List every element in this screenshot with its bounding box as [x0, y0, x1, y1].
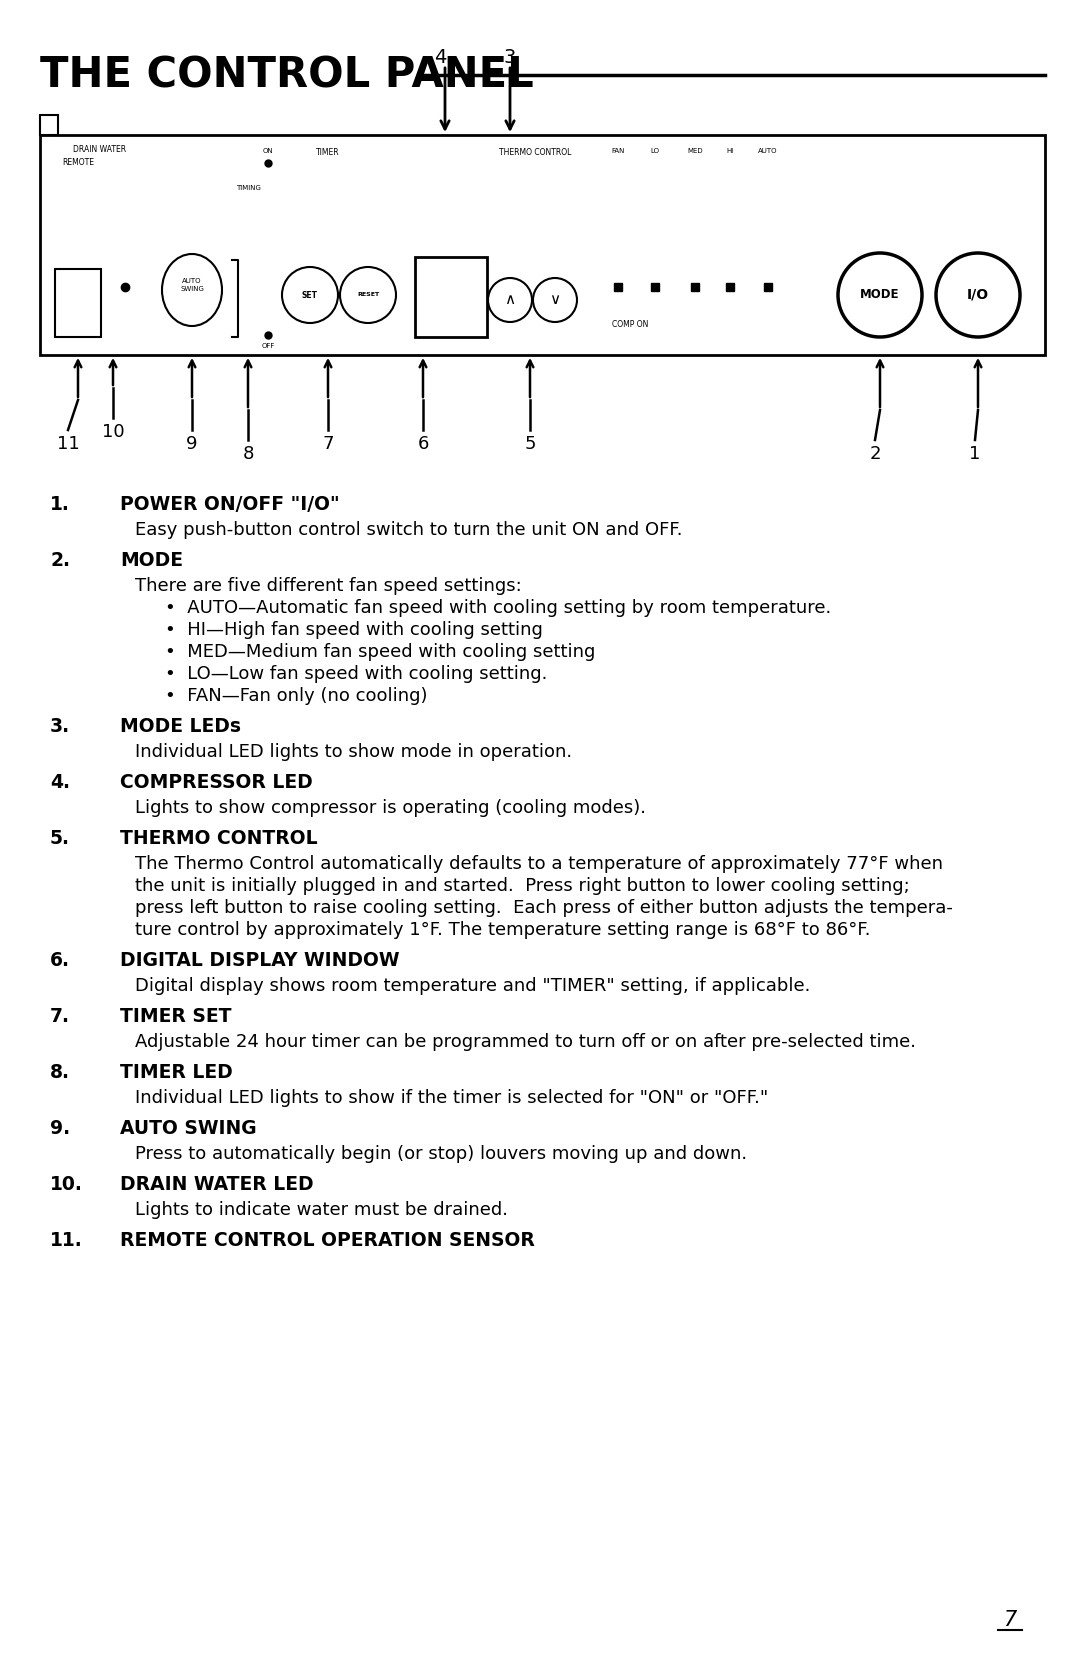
- Text: Easy push-button control switch to turn the unit ON and OFF.: Easy push-button control switch to turn …: [135, 521, 683, 539]
- Text: REMOTE: REMOTE: [62, 159, 94, 167]
- Text: DRAIN WATER: DRAIN WATER: [73, 145, 126, 154]
- Text: MODE: MODE: [120, 551, 183, 571]
- Text: press left button to raise cooling setting.  Each press of either button adjusts: press left button to raise cooling setti…: [135, 900, 953, 916]
- Text: AUTO SWING: AUTO SWING: [120, 1118, 257, 1138]
- Text: RESET: RESET: [356, 292, 379, 297]
- Text: MED: MED: [687, 149, 703, 154]
- Text: SET: SET: [302, 290, 318, 299]
- Text: 6.: 6.: [50, 951, 70, 970]
- Text: 5: 5: [524, 436, 536, 452]
- Circle shape: [936, 254, 1020, 337]
- Text: •  LO—Low fan speed with cooling setting.: • LO—Low fan speed with cooling setting.: [165, 664, 548, 683]
- Text: DRAIN WATER LED: DRAIN WATER LED: [120, 1175, 313, 1193]
- Text: 7: 7: [322, 436, 334, 452]
- Text: 6: 6: [417, 436, 429, 452]
- Bar: [40, 135, 1045, 355]
- Text: THE CONTROL PANEL: THE CONTROL PANEL: [40, 55, 534, 97]
- Text: FAN: FAN: [611, 149, 624, 154]
- Text: Adjustable 24 hour timer can be programmed to turn off or on after pre-selected : Adjustable 24 hour timer can be programm…: [135, 1033, 916, 1051]
- Text: I/O: I/O: [967, 289, 989, 302]
- Text: DIGITAL DISPLAY WINDOW: DIGITAL DISPLAY WINDOW: [120, 951, 400, 970]
- Text: Press to automatically begin (or stop) louvers moving up and down.: Press to automatically begin (or stop) l…: [135, 1145, 747, 1163]
- Text: 9: 9: [186, 436, 198, 452]
- Text: •  HI—High fan speed with cooling setting: • HI—High fan speed with cooling setting: [165, 621, 543, 639]
- Bar: [415, 257, 487, 337]
- Text: ON: ON: [262, 149, 273, 154]
- Text: MODE LEDs: MODE LEDs: [120, 718, 241, 736]
- Text: Lights to indicate water must be drained.: Lights to indicate water must be drained…: [135, 1202, 508, 1218]
- Text: 7.: 7.: [50, 1006, 70, 1026]
- Circle shape: [340, 267, 396, 324]
- Text: 10: 10: [102, 422, 124, 441]
- Text: Lights to show compressor is operating (cooling modes).: Lights to show compressor is operating (…: [135, 799, 646, 818]
- Text: HI: HI: [727, 149, 733, 154]
- Bar: [40, 115, 58, 135]
- Text: 4: 4: [434, 48, 446, 67]
- Circle shape: [282, 267, 338, 324]
- Text: ∧: ∧: [504, 292, 515, 307]
- Text: REMOTE CONTROL OPERATION SENSOR: REMOTE CONTROL OPERATION SENSOR: [120, 1232, 535, 1250]
- Bar: [55, 269, 102, 337]
- Text: 3.: 3.: [50, 718, 70, 736]
- Text: 7: 7: [1003, 1611, 1016, 1631]
- Text: Individual LED lights to show mode in operation.: Individual LED lights to show mode in op…: [135, 743, 572, 761]
- Text: 11: 11: [56, 436, 79, 452]
- Circle shape: [534, 279, 577, 322]
- Text: THERMO CONTROL: THERMO CONTROL: [499, 149, 571, 157]
- Text: POWER ON/OFF "I/O": POWER ON/OFF "I/O": [120, 496, 339, 514]
- Text: Individual LED lights to show if the timer is selected for "ON" or "OFF.": Individual LED lights to show if the tim…: [135, 1088, 768, 1107]
- Text: 8.: 8.: [50, 1063, 70, 1082]
- Text: THERMO CONTROL: THERMO CONTROL: [120, 829, 318, 848]
- Text: •  AUTO—Automatic fan speed with cooling setting by room temperature.: • AUTO—Automatic fan speed with cooling …: [165, 599, 832, 618]
- Text: ture control by approximately 1°F. The temperature setting range is 68°F to 86°F: ture control by approximately 1°F. The t…: [135, 921, 870, 940]
- Text: 1.: 1.: [50, 496, 70, 514]
- Text: 9.: 9.: [50, 1118, 70, 1138]
- Text: AUTO: AUTO: [758, 149, 778, 154]
- Ellipse shape: [162, 254, 222, 325]
- Circle shape: [838, 254, 922, 337]
- Text: •  MED—Medium fan speed with cooling setting: • MED—Medium fan speed with cooling sett…: [165, 643, 595, 661]
- Circle shape: [488, 279, 532, 322]
- Text: MODE: MODE: [861, 289, 900, 302]
- Text: 5.: 5.: [50, 829, 70, 848]
- Text: •  FAN—Fan only (no cooling): • FAN—Fan only (no cooling): [165, 688, 428, 704]
- Text: TIMER LED: TIMER LED: [120, 1063, 233, 1082]
- Text: 3: 3: [503, 48, 516, 67]
- Text: TIMING: TIMING: [235, 185, 260, 190]
- Text: OFF: OFF: [261, 344, 274, 349]
- Text: 2.: 2.: [50, 551, 70, 571]
- Text: TIMER: TIMER: [316, 149, 340, 157]
- Text: AUTO
SWING: AUTO SWING: [180, 279, 204, 292]
- Text: COMP ON: COMP ON: [611, 320, 648, 329]
- Text: 11.: 11.: [50, 1232, 83, 1250]
- Text: COMPRESSOR LED: COMPRESSOR LED: [120, 773, 313, 793]
- Text: 4.: 4.: [50, 773, 70, 793]
- Text: 2: 2: [869, 446, 881, 462]
- Text: TIMER SET: TIMER SET: [120, 1006, 231, 1026]
- Text: the unit is initially plugged in and started.  Press right button to lower cooli: the unit is initially plugged in and sta…: [135, 876, 909, 895]
- Text: Digital display shows room temperature and "TIMER" setting, if applicable.: Digital display shows room temperature a…: [135, 976, 810, 995]
- Text: ∨: ∨: [550, 292, 561, 307]
- Text: The Thermo Control automatically defaults to a temperature of approximately 77°F: The Thermo Control automatically default…: [135, 855, 943, 873]
- Text: 8: 8: [242, 446, 254, 462]
- Text: LO: LO: [650, 149, 660, 154]
- Text: 10.: 10.: [50, 1175, 83, 1193]
- Text: There are five different fan speed settings:: There are five different fan speed setti…: [135, 577, 522, 596]
- Text: 1: 1: [970, 446, 981, 462]
